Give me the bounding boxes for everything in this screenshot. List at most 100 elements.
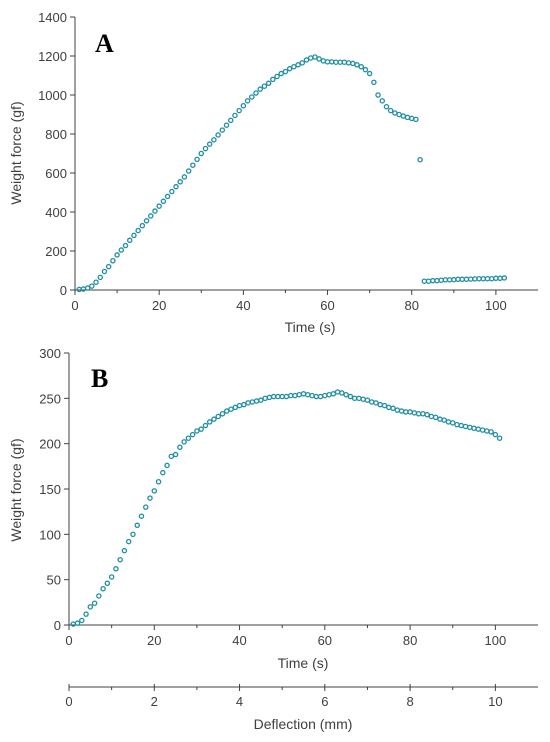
- chart-a-data-point: [89, 283, 95, 289]
- chart-a-data-point: [291, 63, 297, 70]
- chart-a-data-point: [211, 137, 217, 143]
- chart-a-data-point: [366, 70, 373, 77]
- chart-a-data-point: [215, 132, 221, 138]
- chart-b-data-point: [177, 444, 183, 451]
- chart-b-y-tick-label: 250: [39, 391, 61, 406]
- chart-a-data-point: [501, 275, 508, 281]
- chart-b-data-point: [279, 393, 285, 400]
- chart-b-data-point: [313, 393, 320, 400]
- deflection-tick-label: 4: [236, 694, 243, 709]
- chart-a-y-tick-label: 400: [45, 205, 67, 220]
- chart-a-points: [76, 54, 508, 293]
- chart-a-data-point: [375, 92, 381, 98]
- chart-a-data-point: [202, 145, 209, 152]
- chart-a-data-point: [177, 179, 183, 185]
- chart-a-data-point: [97, 274, 104, 281]
- chart-a-data-point: [131, 232, 137, 239]
- chart-b-data-point: [168, 453, 175, 460]
- deflection-tick-label: 10: [488, 694, 502, 709]
- chart-a-data-point: [303, 57, 310, 63]
- chart-a-data-point: [139, 222, 146, 229]
- chart-b-data-point: [74, 620, 81, 626]
- chart-a-data-point: [379, 98, 386, 104]
- chart-a-data-point: [236, 107, 242, 114]
- chart-a-data-point: [362, 66, 369, 73]
- chart-a-data-point: [76, 286, 82, 293]
- chart-b-axes: 0 20 40 60 80 100 0 50 100 150 200 250 300: [39, 346, 538, 648]
- chart-b-data-point: [441, 417, 447, 423]
- chart-b-data-point: [334, 389, 341, 395]
- chart-b-data-point: [292, 392, 298, 399]
- chart-b-data-point: [407, 409, 413, 415]
- deflection-axis: 0 2 4 6 8 10: [65, 684, 538, 709]
- chart-b-data-point: [471, 425, 477, 432]
- chart-a-data-point: [135, 227, 141, 234]
- chart-a-data-point: [164, 193, 171, 200]
- chart-a-data-point: [265, 80, 272, 87]
- chart-a-data-point: [206, 141, 213, 147]
- chart-a-data-point: [160, 198, 167, 205]
- chart-b-data-point: [386, 404, 392, 411]
- chart-b-data-point: [287, 392, 294, 399]
- chart-a-data-point: [345, 60, 352, 66]
- chart-a-y-tick-label: 1000: [38, 88, 67, 103]
- chart-a-data-point: [307, 55, 314, 61]
- panel-label-a: A: [95, 29, 114, 58]
- chart-b-data-point: [121, 547, 128, 554]
- chart-a-data-point: [185, 168, 192, 174]
- chart-b-data-point: [415, 410, 422, 417]
- chart-b-data-point: [96, 593, 102, 599]
- chart-a-data-point: [101, 268, 108, 275]
- chart-a-data-point: [329, 59, 335, 65]
- chart-b-data-point: [381, 402, 388, 409]
- chart-b-data-point: [398, 408, 405, 414]
- chart-a-data-point: [282, 68, 289, 75]
- chart-a-x-tick-label: 60: [320, 298, 334, 313]
- chart-b-data-point: [445, 419, 452, 425]
- chart-b-x-tick-label: 100: [485, 633, 507, 648]
- chart-a-data-point: [105, 263, 112, 270]
- chart-b-data-point: [364, 397, 371, 403]
- chart-b-y-tick-label: 50: [47, 573, 61, 588]
- chart-b-data-point: [206, 419, 213, 425]
- chart-b-x-tick-label: 80: [403, 633, 417, 648]
- chart-a-data-point: [173, 183, 179, 190]
- chart-b-data-point: [266, 394, 273, 401]
- chart-b-data-point: [449, 420, 456, 426]
- chart-b-data-point: [360, 396, 366, 402]
- chart-b-x-tick-label: 40: [232, 633, 246, 648]
- chart-b-data-point: [428, 413, 435, 420]
- chart-a-x-tick-label: 100: [485, 298, 507, 313]
- chart-a-data-point: [299, 60, 306, 66]
- chart-b-data-point: [241, 401, 247, 408]
- chart-b-data-point: [300, 391, 307, 397]
- chart-a-y-axis-title: Weight force (gf): [8, 101, 24, 204]
- chart-b-data-point: [198, 426, 204, 432]
- chart-a-data-point: [438, 277, 444, 283]
- chart-b-data-point: [215, 413, 221, 420]
- chart-a-data-point: [371, 79, 377, 86]
- chart-b-data-point: [79, 617, 85, 624]
- chart-b-data-point: [258, 397, 264, 403]
- chart-b-data-point: [317, 393, 324, 400]
- chart-b-data-point: [219, 410, 226, 417]
- chart-a-x-tick-label: 0: [71, 298, 78, 313]
- chart-b-data-point: [91, 600, 98, 606]
- chart-a-data-point: [244, 98, 251, 104]
- chart-b-points: [70, 389, 503, 627]
- chart-a-data-point: [312, 54, 318, 60]
- chart-a-data-point: [232, 112, 238, 119]
- chart-a-data-point: [181, 174, 188, 180]
- chart-a-y-tick-label: 600: [45, 166, 67, 181]
- chart-a-data-point: [257, 86, 263, 92]
- chart-b-data-point: [432, 414, 439, 421]
- chart-b-x-tick-label: 20: [147, 633, 161, 648]
- chart-b-data-point: [142, 504, 149, 510]
- chart-a-data-point: [143, 218, 150, 224]
- chart-b-data-point: [420, 410, 426, 417]
- chart-b-data-point: [326, 391, 332, 398]
- chart-b-data-point: [134, 522, 140, 529]
- chart-b-data-point: [253, 398, 260, 404]
